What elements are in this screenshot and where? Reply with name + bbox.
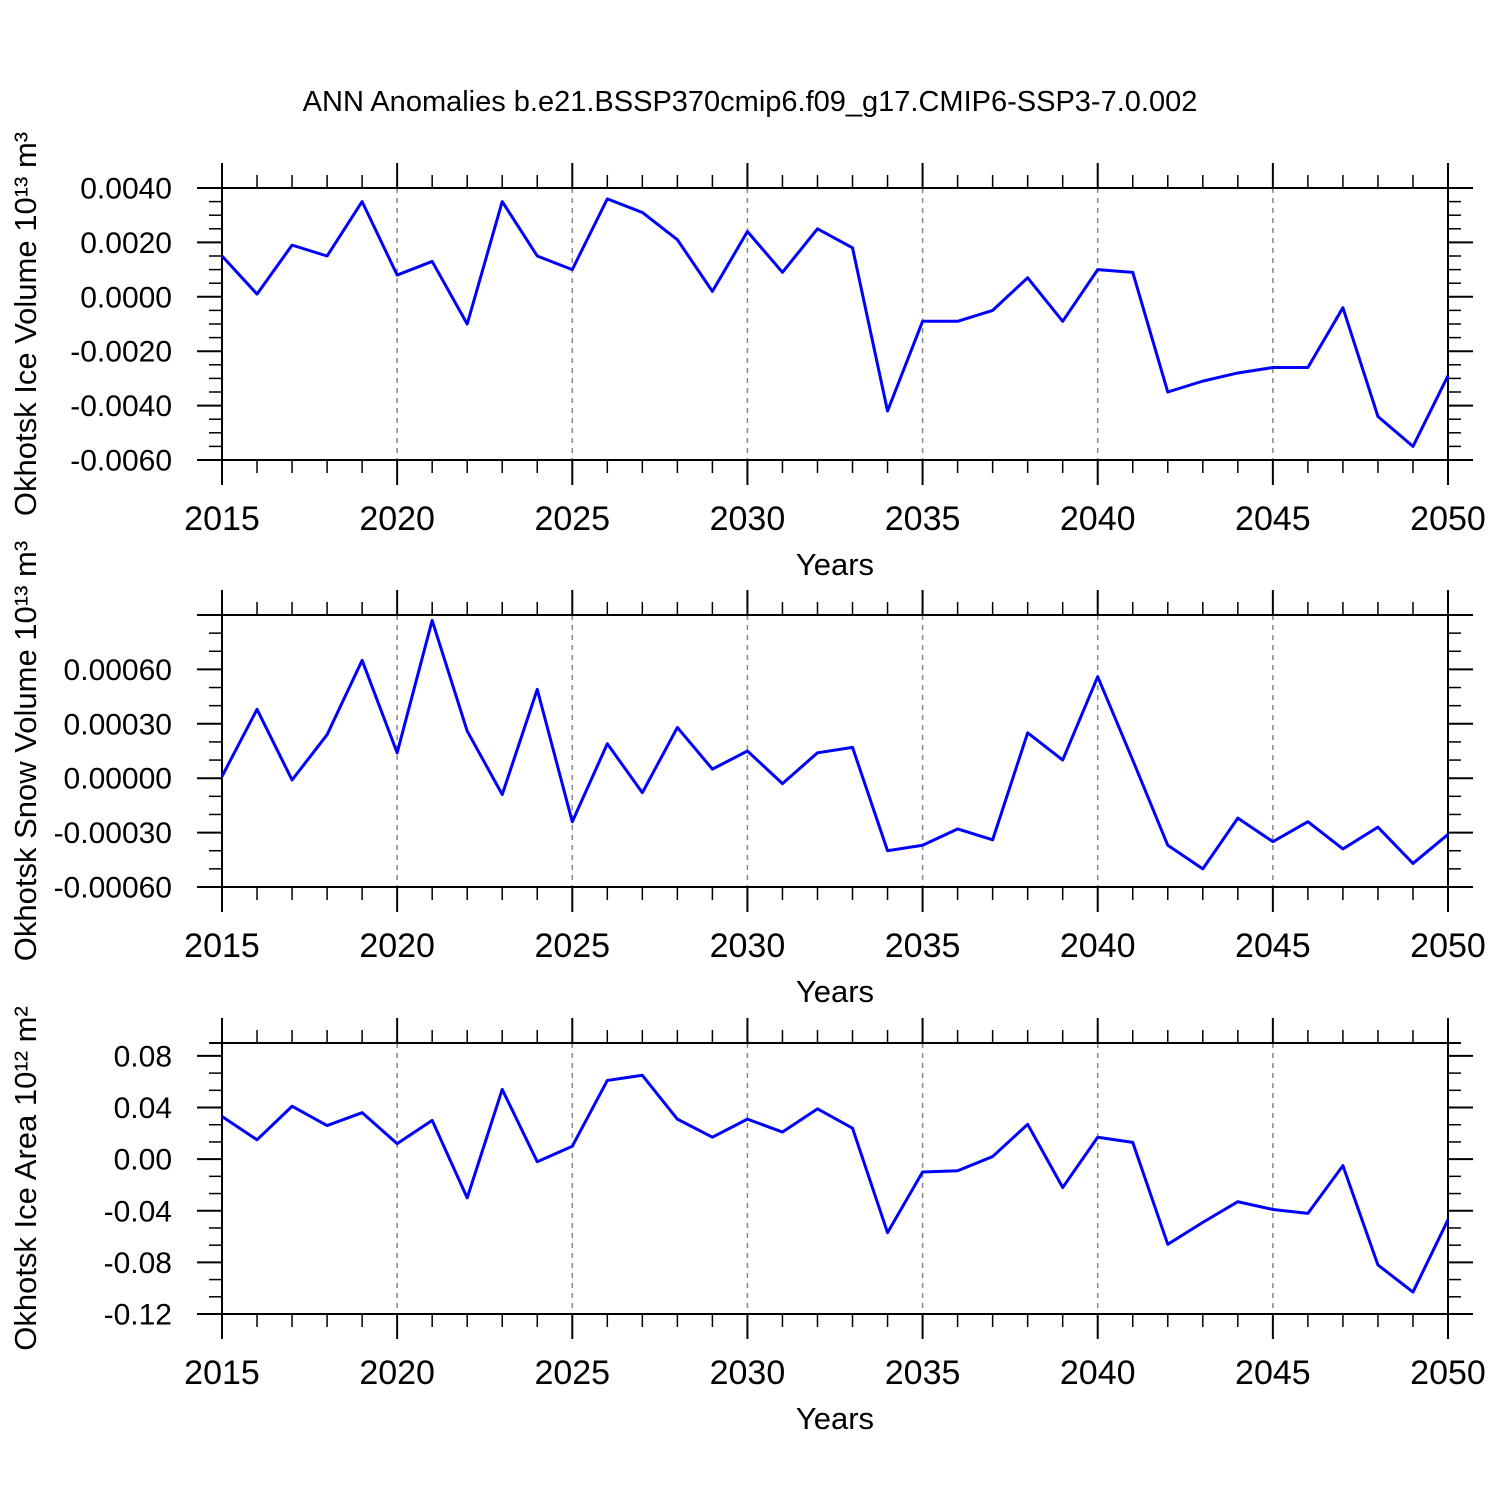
y-tick-label: 0.00030 — [64, 708, 172, 741]
y-axis-title: Okhotsk Ice Area 10¹² m² — [8, 1006, 43, 1351]
x-tick-label: 2045 — [1235, 927, 1311, 965]
y-tick-label: 0.00 — [114, 1144, 172, 1177]
x-tick-label: 2035 — [885, 1354, 961, 1392]
y-tick-label: 0.00000 — [64, 763, 172, 796]
x-axis-title: Years — [796, 1401, 874, 1436]
x-tick-label: 2025 — [534, 927, 610, 965]
x-tick-label: 2035 — [885, 927, 961, 965]
x-tick-label: 2045 — [1235, 1354, 1311, 1392]
x-tick-label: 2030 — [710, 500, 786, 538]
plot-frame — [221, 1042, 1449, 1315]
x-tick-label: 2025 — [534, 1354, 610, 1392]
plot-frame — [221, 187, 1449, 461]
x-axis-title: Years — [796, 974, 874, 1009]
y-tick-label: -0.0040 — [70, 390, 172, 423]
x-tick-label: 2050 — [1410, 927, 1486, 965]
data-line-series-1 — [220, 197, 1450, 448]
x-tick-label: 2020 — [359, 1354, 435, 1392]
x-tick-label: 2040 — [1060, 1354, 1136, 1392]
x-tick-label: 2020 — [359, 500, 435, 538]
y-tick-label: 0.0040 — [80, 173, 172, 206]
x-axis-title: Years — [796, 547, 874, 582]
y-tick-label: -0.0060 — [70, 445, 172, 478]
x-tick-label: 2015 — [184, 1354, 260, 1392]
y-tick-label: 0.08 — [114, 1040, 172, 1073]
y-axis-title: Okhotsk Snow Volume 10¹³ m³ — [8, 541, 43, 961]
y-tick-label: -0.00060 — [54, 872, 172, 905]
y-tick-label: -0.08 — [104, 1247, 172, 1280]
x-tick-label: 2045 — [1235, 500, 1311, 538]
x-tick-label: 2015 — [184, 500, 260, 538]
data-line-series-3 — [221, 1073, 1450, 1294]
x-tick-label: 2025 — [534, 500, 610, 538]
figure-title: ANN Anomalies b.e21.BSSP370cmip6.f09_g17… — [302, 86, 1198, 118]
x-tick-label: 2050 — [1410, 1354, 1486, 1392]
x-tick-label: 2030 — [710, 927, 786, 965]
x-tick-label: 2040 — [1060, 500, 1136, 538]
y-tick-label: 0.0020 — [80, 227, 172, 260]
x-tick-label: 2015 — [184, 927, 260, 965]
x-tick-label: 2020 — [359, 927, 435, 965]
y-axis-title: Okhotsk Ice Volume 10¹³ m³ — [8, 132, 43, 516]
x-tick-label: 2035 — [885, 500, 961, 538]
y-tick-label: -0.0020 — [70, 336, 172, 369]
plot-frame — [221, 614, 1449, 888]
y-tick-label: 0.04 — [114, 1092, 172, 1125]
y-tick-label: -0.00030 — [54, 817, 172, 850]
y-tick-label: 0.0000 — [80, 281, 172, 314]
x-tick-label: 2030 — [710, 1354, 786, 1392]
y-tick-label: -0.12 — [104, 1299, 172, 1332]
y-tick-label: 0.00060 — [64, 654, 172, 687]
x-tick-label: 2050 — [1410, 500, 1486, 538]
y-tick-label: -0.04 — [104, 1195, 172, 1228]
x-tick-label: 2040 — [1060, 927, 1136, 965]
data-line-series-2 — [220, 618, 1449, 871]
